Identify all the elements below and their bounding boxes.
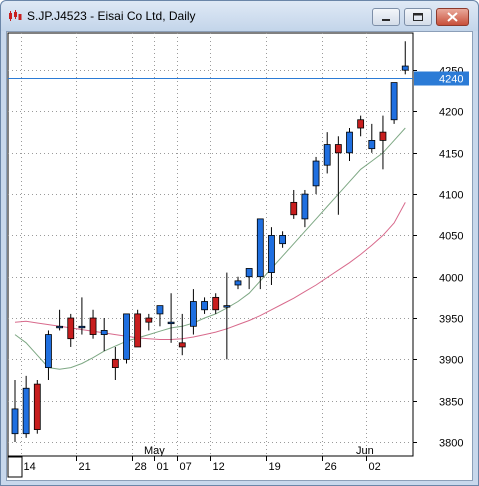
candle-body: [268, 235, 275, 273]
window-title: S.JP.J4523 - Eisai Co Ltd, Daily: [27, 9, 196, 23]
x-tick-label: 28: [135, 461, 147, 473]
candle-body: [123, 313, 130, 360]
candle-body: [45, 334, 52, 368]
x-tick-label: 01: [157, 461, 169, 473]
candle-body: [156, 305, 164, 315]
candle-body: [33, 383, 41, 430]
candle-body: [312, 160, 320, 187]
current-price-tag: [414, 71, 469, 86]
candle-body: [67, 317, 75, 340]
candlestick-chart[interactable]: 3800385039003950400040504100415042004250…: [7, 32, 472, 480]
candle-body: [178, 342, 186, 348]
title-bar[interactable]: S.JP.J4523 - Eisai Co Ltd, Daily: [1, 1, 478, 31]
candle-body: [368, 140, 376, 150]
candle-body: [134, 313, 142, 348]
plot-frame: [7, 32, 414, 457]
y-tick-label: 4200: [439, 107, 463, 119]
candle-body: [201, 301, 208, 311]
candle-body: [223, 305, 231, 308]
y-tick-label: 3850: [439, 397, 463, 409]
minimize-icon: [382, 19, 390, 21]
candle-body: [11, 408, 19, 435]
current-price-label: 4240: [439, 74, 463, 86]
candle-body: [167, 321, 175, 325]
corner-box: [7, 456, 23, 478]
candle-body: [212, 296, 220, 311]
y-tick-label: 4150: [439, 149, 463, 161]
month-label: Jun: [356, 445, 374, 457]
candle-body: [379, 131, 387, 141]
y-tick-label: 4000: [439, 273, 463, 285]
y-tick-label: 4100: [439, 190, 463, 202]
y-tick-label: 3900: [439, 355, 463, 367]
y-tick-label: 4050: [439, 231, 463, 243]
y-tick-label: 3800: [439, 438, 463, 450]
candle-body: [245, 268, 253, 278]
candle-body: [234, 280, 242, 286]
x-tick-label: 12: [213, 461, 225, 473]
minimize-button[interactable]: [372, 8, 400, 26]
candle-body: [145, 317, 153, 323]
candle-body: [323, 144, 331, 166]
chart-app-icon: [9, 10, 22, 21]
x-tick-label: 21: [79, 461, 91, 473]
close-button[interactable]: [436, 8, 469, 26]
candle-body: [301, 193, 309, 220]
x-tick-label: 07: [180, 461, 192, 473]
x-tick-label: 26: [325, 461, 337, 473]
candle-body: [22, 387, 30, 435]
candle-body: [334, 144, 342, 154]
candle-body: [279, 235, 287, 245]
close-icon: [447, 12, 458, 22]
y-tick-label: 3950: [439, 314, 463, 326]
candle-body: [100, 330, 108, 335]
candle-body: [189, 301, 197, 327]
x-tick-label: 14: [24, 461, 36, 473]
maximize-icon: [413, 13, 423, 21]
month-label: May: [144, 445, 165, 457]
candle-body: [78, 325, 86, 329]
maximize-button[interactable]: [404, 8, 432, 26]
candle-body: [89, 317, 97, 335]
candle-body: [390, 82, 398, 121]
x-tick-label: 19: [269, 461, 281, 473]
x-tick-label: 02: [369, 461, 381, 473]
candle-body: [56, 325, 63, 329]
ma-short-line: [14, 127, 406, 370]
candle-body: [290, 201, 298, 216]
candle-body: [346, 131, 353, 154]
chart-client-area: 3800385039003950400040504100415042004250…: [6, 31, 473, 481]
candle-body: [111, 358, 119, 368]
candle-body: [401, 65, 409, 71]
ma-long-line: [14, 202, 406, 340]
candle-body: [256, 218, 264, 278]
candle-body: [357, 119, 365, 129]
